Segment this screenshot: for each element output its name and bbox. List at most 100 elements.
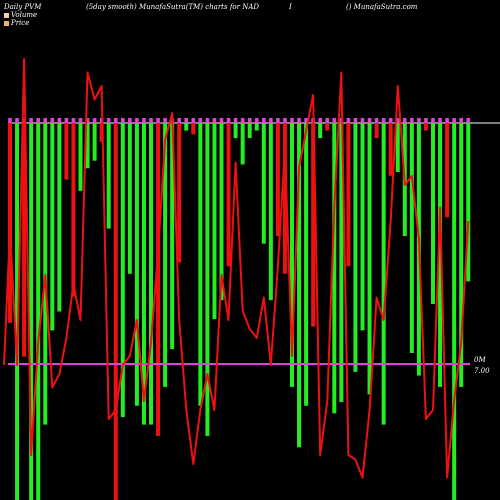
volume-marker: [64, 118, 69, 123]
volume-marker: [304, 118, 308, 123]
volume-bar: [353, 123, 358, 372]
volume-marker: [156, 118, 160, 123]
volume-bar: [226, 123, 231, 267]
price-line: [3, 58, 470, 479]
chart-label-mid: I: [289, 3, 292, 11]
volume-marker: [163, 118, 167, 123]
volume-marker: [247, 118, 252, 123]
volume-marker: [29, 118, 33, 123]
volume-bar: [43, 123, 48, 425]
volume-marker: [43, 118, 48, 123]
volume-marker: [106, 118, 111, 123]
volume-bar: [22, 123, 27, 357]
volume-bar: [254, 123, 259, 131]
volume-bar: [177, 123, 182, 263]
volume-bar: [318, 123, 323, 139]
legend-item-price: Price: [4, 19, 29, 27]
volume-bar: [423, 123, 428, 131]
volume-bar: [367, 123, 372, 395]
volume-bar: [92, 123, 97, 161]
volume-bar: [233, 123, 238, 139]
volume-bar: [212, 123, 217, 320]
volume-bar: [163, 123, 168, 387]
volume-marker: [205, 118, 210, 123]
volume-bar: [205, 123, 210, 436]
volume-bar: [240, 123, 245, 165]
chart-title: (5day smooth) MunafaSutra(TM) charts for…: [86, 3, 259, 11]
site-label: () MunafaSutra.com: [346, 3, 418, 11]
volume-marker: [15, 118, 19, 123]
volume-bar: [198, 123, 203, 406]
volume-marker: [85, 118, 90, 123]
chart-label-left: Daily PVM: [4, 3, 42, 11]
volume-marker: [367, 118, 372, 123]
volume-marker: [36, 118, 40, 123]
volume-bar: [297, 123, 302, 448]
volume-bar: [170, 123, 175, 350]
volume-bar: [282, 123, 287, 274]
volume-marker: [332, 118, 337, 123]
volume-marker: [226, 118, 231, 123]
volume-bar: [290, 123, 294, 387]
volume-bar: [339, 123, 344, 402]
volume-marker: [191, 118, 196, 123]
volume-marker: [459, 118, 463, 123]
legend-item-volume: Volume: [4, 11, 37, 19]
volume-marker: [8, 118, 12, 123]
volume-marker: [254, 118, 259, 123]
volume-bar: [381, 123, 386, 425]
volume-marker: [318, 118, 322, 123]
volume-marker: [388, 118, 393, 123]
volume-bar: [459, 123, 464, 387]
volume-marker: [50, 118, 55, 123]
volume-bar: [85, 123, 90, 169]
price-level-label: 7.00: [474, 367, 490, 375]
volume-bar: [8, 123, 12, 323]
volume-marker: [431, 118, 435, 123]
legend-label-volume: Volume: [11, 11, 38, 19]
volume-bar: [247, 123, 252, 139]
volume-marker: [346, 118, 351, 123]
volume-bar: [57, 123, 62, 312]
volume-marker: [360, 118, 365, 123]
volume-marker: [290, 118, 294, 123]
volume-marker: [410, 118, 414, 123]
volume-bar: [141, 123, 146, 425]
volume-marker: [452, 118, 456, 123]
volume-bar: [452, 123, 457, 500]
volume-bar: [50, 123, 55, 331]
volume-bar: [127, 123, 132, 274]
volume-bar: [78, 123, 83, 191]
volume-bar: [113, 123, 118, 500]
volume-marker: [283, 118, 287, 123]
volume-marker: [233, 118, 238, 123]
volume-marker: [395, 118, 400, 123]
legend-swatch-price: [4, 20, 9, 26]
volume-marker: [128, 118, 132, 123]
volume-bar: [149, 123, 153, 425]
volume-marker: [276, 118, 280, 123]
volume-marker: [297, 118, 301, 123]
volume-marker: [269, 118, 273, 123]
volume-marker: [424, 118, 428, 123]
volume-marker: [142, 118, 146, 123]
volume-marker: [262, 118, 266, 123]
volume-marker: [135, 118, 139, 123]
volume-bar: [409, 123, 414, 353]
volume-marker: [417, 118, 421, 123]
volume-marker: [374, 118, 379, 123]
volume-marker: [57, 118, 62, 123]
volume-bar: [445, 123, 450, 218]
volume-bar: [431, 123, 435, 304]
volume-bar: [156, 123, 161, 436]
volume-marker: [71, 118, 76, 123]
volume-bar: [191, 123, 196, 135]
volume-bar: [261, 123, 266, 244]
volume-bar: [466, 123, 471, 282]
volume-bar: [120, 123, 125, 418]
volume-marker: [149, 118, 153, 123]
volume-marker: [212, 118, 217, 123]
volume-bar: [360, 123, 365, 331]
legend-label-price: Price: [11, 19, 30, 27]
